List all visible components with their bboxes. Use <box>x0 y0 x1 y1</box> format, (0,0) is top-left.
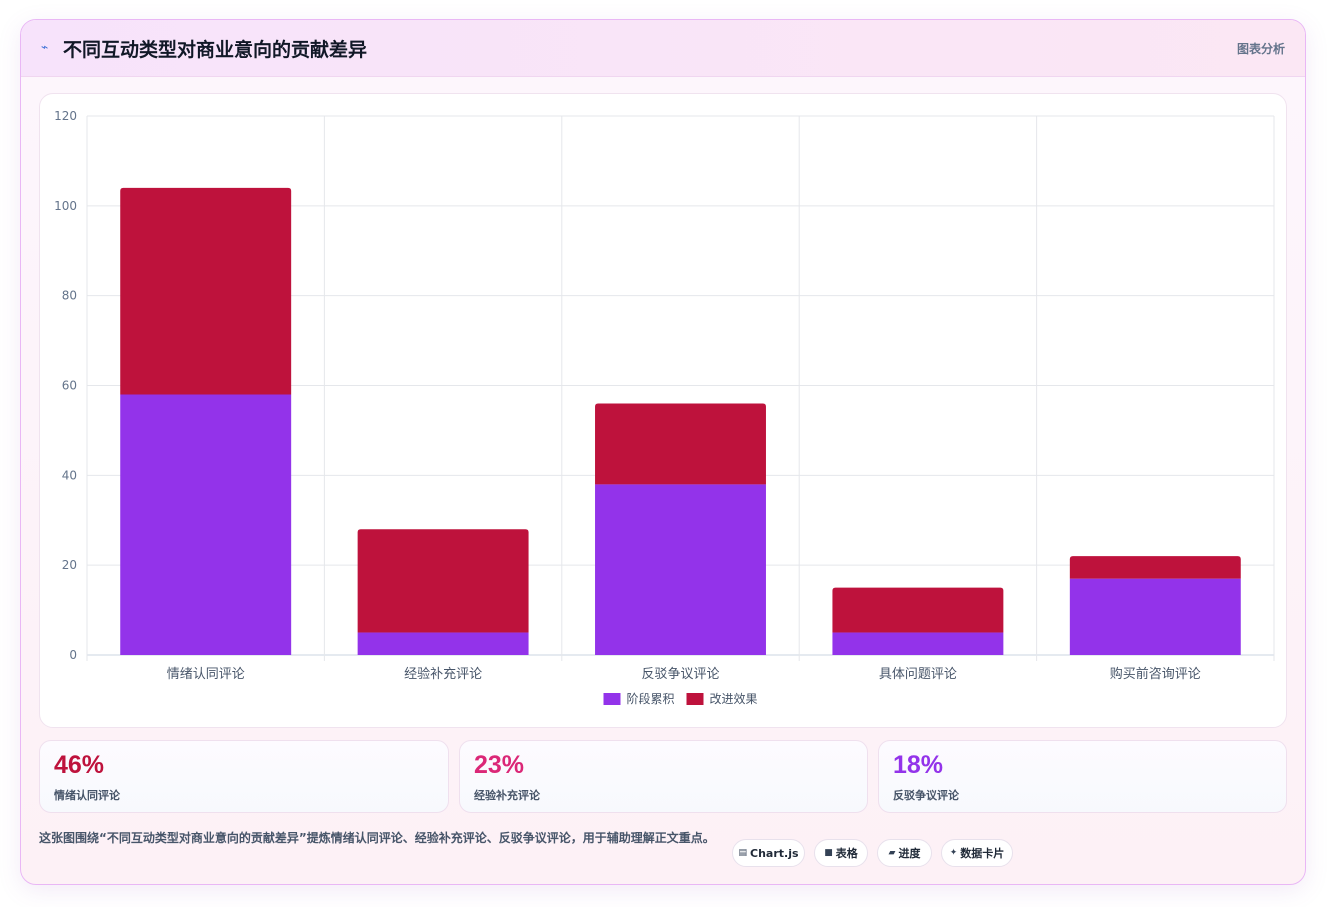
pill-label: 进度 <box>898 847 921 860</box>
progress-pill[interactable]: ▰ 进度 <box>877 839 932 867</box>
progress-icon: ▰ <box>888 848 896 858</box>
x-tick-label: 反驳争议评论 <box>641 667 719 682</box>
pill-label: Chart.js <box>750 846 799 860</box>
stat-value: 23% <box>474 751 525 779</box>
pill-label: 数据卡片 <box>960 847 1005 860</box>
chart-card: ⌁ 不同互动类型对商业意向的贡献差异 图表分析 0 20 40 60 80 100 120 情… <box>20 19 1306 885</box>
bar-1 <box>1069 578 1241 655</box>
chart-description: 这张图围绕“不同互动类型对商业意向的贡献差异”提炼情绪认同评论、经验补充评论、反… <box>39 831 715 845</box>
table-icon: ■ <box>824 848 833 858</box>
table-pill[interactable]: ■ 表格 <box>814 839 868 867</box>
y-tick-label: 100 <box>54 199 77 213</box>
x-tick-label: 购买前咨询评论 <box>1110 666 1201 682</box>
legend-label: 改进效果 <box>710 691 758 706</box>
stat-card-3: 18% 反驳争议评论 <box>878 740 1287 813</box>
bar-1 <box>595 484 766 655</box>
y-tick-label: 0 <box>69 648 77 662</box>
legend-swatch <box>603 693 621 705</box>
bar-1 <box>357 632 529 655</box>
legend-swatch <box>686 693 704 705</box>
trend-line-icon: ⌁ <box>41 40 49 54</box>
chartjs-pill[interactable]: ▤ Chart.js <box>732 839 805 867</box>
y-tick-label: 60 <box>62 379 77 393</box>
bar-2 <box>120 187 292 395</box>
card-header: ⌁ 不同互动类型对商业意向的贡献差异 图表分析 <box>21 20 1305 77</box>
stat-card-2: 23% 经验补充评论 <box>459 740 868 813</box>
pill-label: 表格 <box>835 847 858 860</box>
bar-1 <box>832 632 1004 655</box>
chart-icon: ▤ <box>738 848 747 858</box>
stat-label: 反驳争议评论 <box>893 789 959 802</box>
bar-2 <box>357 529 529 633</box>
y-tick-label: 120 <box>54 109 77 123</box>
bar-2 <box>595 403 766 485</box>
x-tick-label: 经验补充评论 <box>404 666 482 682</box>
x-tick-label: 情绪认同评论 <box>167 667 245 682</box>
bar-1 <box>120 394 292 655</box>
stat-label: 经验补充评论 <box>474 789 540 802</box>
legend-label: 阶段累积 <box>627 691 675 706</box>
y-tick-label: 80 <box>62 289 77 303</box>
y-tick-label: 40 <box>62 468 77 482</box>
stat-value: 18% <box>893 751 944 779</box>
y-tick-label: 20 <box>62 558 77 572</box>
stat-card-1: 46% 情绪认同评论 <box>39 740 449 813</box>
sparkle-icon: ✦ <box>949 848 958 858</box>
card-title: 不同互动类型对商业意向的贡献差异 <box>63 39 368 61</box>
stacked-bar-chart: 0 20 40 60 80 100 120 情绪认同评论 经验补充评论 反驳争议评论 具体问题评论 购… <box>54 109 1275 706</box>
chart-analysis-tag[interactable]: 图表分析 <box>1236 42 1285 56</box>
bar-2 <box>832 587 1004 633</box>
bar-2 <box>1069 556 1241 579</box>
x-tick-label: 具体问题评论 <box>879 667 957 682</box>
stat-value: 46% <box>54 751 105 779</box>
data-card-pill[interactable]: ✦ 数据卡片 <box>941 839 1013 867</box>
stat-label: 情绪认同评论 <box>54 789 120 802</box>
chart-container: 0 20 40 60 80 100 120 情绪认同评论 经验补充评论 反驳争议评论 具体问题评论 购… <box>39 93 1287 728</box>
